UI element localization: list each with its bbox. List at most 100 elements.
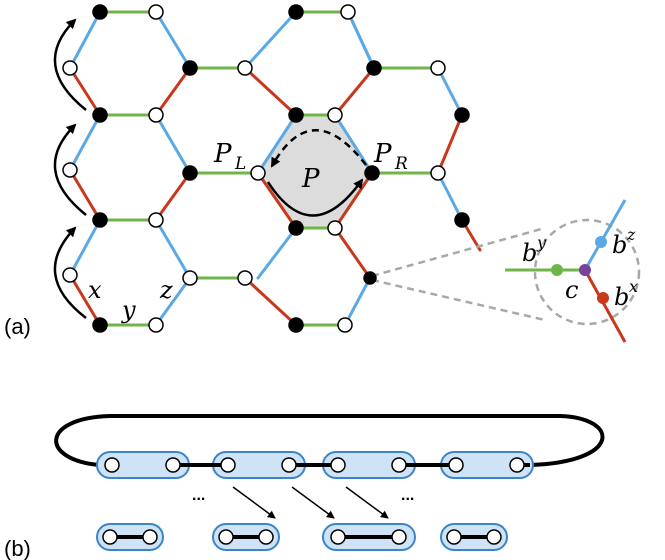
site-filled — [92, 212, 108, 228]
plaquette-arrow-dashed — [270, 129, 367, 168]
dimer-site — [142, 529, 158, 545]
plaquette-left-label: P L — [213, 139, 246, 174]
map-arrow — [291, 486, 335, 519]
site-filled — [288, 107, 304, 123]
dimer-site — [391, 529, 407, 545]
x-bond — [68, 168, 102, 222]
zoom-label-bx: b x — [614, 277, 638, 311]
site-filled — [92, 317, 108, 333]
site-hollow — [327, 220, 343, 236]
chain-site — [165, 457, 181, 473]
ellipsis-right: ... — [401, 487, 414, 504]
dimer-site — [102, 529, 118, 545]
zoom-z-bond — [583, 199, 627, 271]
z-bond — [346, 10, 376, 70]
z-bond — [343, 276, 372, 327]
chain-site — [104, 457, 120, 473]
z-bond — [436, 66, 464, 117]
svg-text:b: b — [612, 231, 627, 259]
x-bond — [243, 66, 298, 117]
x-bond — [333, 66, 376, 117]
site-filled — [182, 270, 198, 286]
site-hollow — [237, 270, 253, 286]
site-filled — [288, 317, 304, 333]
x-bond — [436, 113, 464, 175]
site-hollow — [250, 165, 266, 181]
zoom-label-c: c — [565, 276, 578, 304]
plaquette-right-label: P R — [373, 139, 408, 174]
ellipsis-left: ... — [192, 487, 205, 504]
site-hollow — [340, 4, 356, 20]
chain-site — [330, 457, 346, 473]
zoom-site-bz — [595, 236, 607, 248]
bond-label-y: y — [121, 296, 136, 324]
x-bond — [154, 66, 192, 117]
site-hollow — [62, 162, 78, 178]
dimer-site — [218, 529, 234, 545]
chain-site — [220, 457, 236, 473]
z-bond — [256, 113, 298, 175]
dimer-site — [486, 529, 502, 545]
z-bond — [154, 10, 192, 70]
site-filled — [92, 4, 108, 20]
svg-text:P: P — [213, 139, 232, 169]
site-filled — [364, 165, 380, 181]
z-bond — [436, 171, 464, 222]
plaquette-arrow-solid — [266, 178, 364, 217]
svg-text:z: z — [626, 225, 636, 244]
site-hollow — [430, 165, 446, 181]
dimer-site — [330, 529, 346, 545]
bond-label-x: x — [88, 276, 102, 304]
zoom-circle — [533, 218, 641, 326]
site-filled — [288, 4, 304, 20]
site-hollow — [148, 212, 164, 228]
chain-site — [391, 457, 407, 473]
zoom-label-bz: b z — [612, 225, 636, 259]
svg-text:L: L — [234, 154, 246, 174]
panel-a-label: (a) — [4, 314, 31, 339]
z-bond — [68, 10, 102, 70]
site-hollow — [62, 267, 78, 283]
zoom-site-bx — [597, 292, 609, 304]
zoom-site-by — [551, 264, 563, 276]
z-bond — [154, 218, 192, 280]
x-bond — [333, 171, 374, 230]
panel-b-label: (b) — [4, 536, 31, 560]
zoom-site-c — [579, 264, 591, 276]
svg-text:b: b — [614, 283, 629, 311]
site-filled — [182, 165, 198, 181]
top-pairs — [96, 451, 534, 479]
bond-label-z: z — [159, 276, 173, 304]
x-bond — [243, 276, 298, 327]
bottom-dimers — [96, 523, 508, 551]
z-bond — [154, 276, 192, 327]
site-hollow — [148, 107, 164, 123]
chain-site — [448, 457, 464, 473]
z-bond — [68, 113, 102, 172]
z-bond — [243, 10, 298, 70]
left-loop-arrow-2 — [53, 123, 87, 216]
x-bond — [256, 171, 298, 230]
chain-loop — [54, 414, 605, 467]
z-bond — [256, 226, 298, 280]
left-loop-arrow-1 — [53, 226, 87, 319]
zoom-guide-top — [371, 226, 546, 278]
plaquette-label: P — [301, 164, 320, 194]
map-arrow — [345, 486, 389, 519]
site-filled — [92, 107, 108, 123]
site-filled — [182, 60, 198, 76]
map-arrow — [232, 486, 276, 519]
chain-site — [281, 457, 297, 473]
svg-text:x: x — [629, 277, 638, 296]
sites-black — [92, 4, 470, 333]
site-hollow — [62, 60, 78, 76]
left-loop-arrow-3 — [53, 18, 87, 111]
x-bond — [68, 66, 102, 117]
svg-text:R: R — [394, 154, 408, 174]
zoom-x-bond — [583, 269, 627, 343]
z-bond — [154, 113, 192, 175]
dimer-site — [446, 529, 462, 545]
x-bond — [154, 171, 192, 222]
